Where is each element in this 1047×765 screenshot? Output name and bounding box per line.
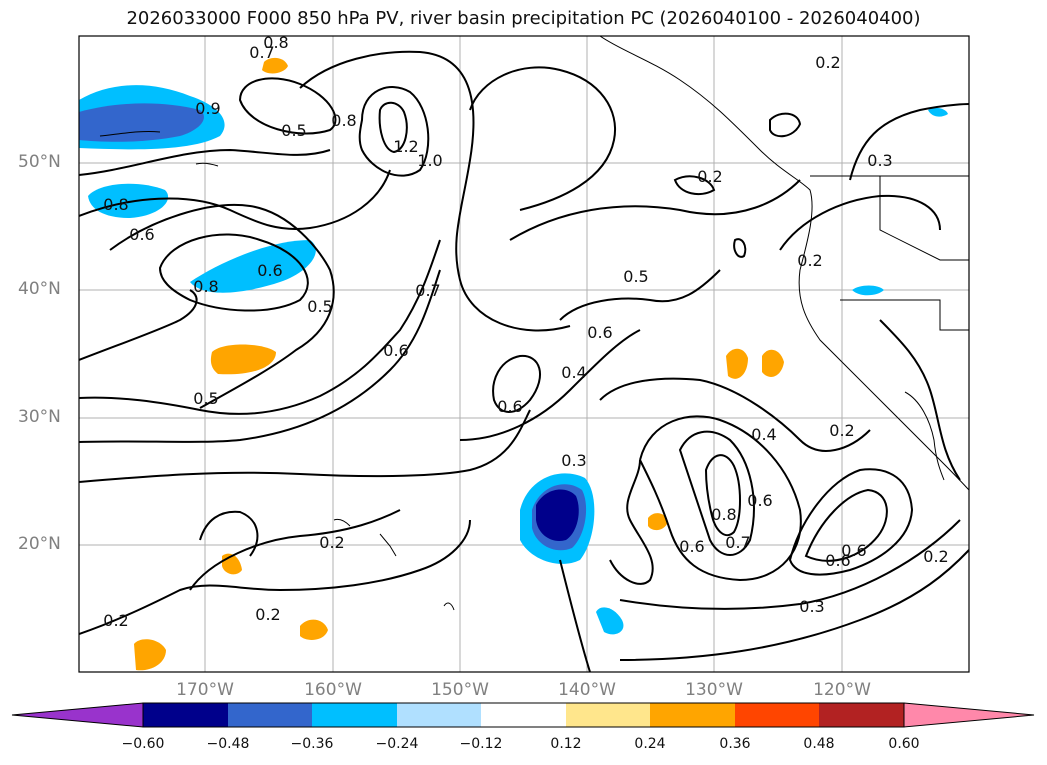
contour-label: 0.5: [307, 297, 332, 316]
contour-label: 0.4: [561, 363, 586, 382]
contour-label: 0.8: [263, 33, 288, 52]
contour-label: 0.2: [797, 251, 822, 270]
colorbar-segment: [397, 703, 481, 727]
colorbar-segment: [650, 703, 735, 727]
contour-label: 0.7: [415, 281, 440, 300]
contour-label: 0.8: [103, 195, 128, 214]
colorbar-tick: −0.48: [206, 736, 250, 752]
contour-label: 0.6: [383, 341, 408, 360]
lat-label-30n: 30°N: [18, 407, 61, 427]
contour-label: 0.8: [711, 505, 736, 524]
colorbar-segment: [143, 703, 228, 727]
coastlines: [99, 36, 969, 611]
colorbar-segment: [228, 703, 312, 727]
colorbar-segment: [481, 703, 566, 727]
lon-label-150w: 150°W: [431, 680, 489, 700]
colorbar-tick: −0.12: [459, 736, 503, 752]
negative-shading: [79, 85, 948, 635]
contour-label: 0.6: [747, 491, 772, 510]
lon-label-170w: 170°W: [176, 680, 234, 700]
contour-label: 0.6: [129, 225, 154, 244]
map-plot: 0.8 0.7 0.9 0.5 0.8 1.2 1.0 0.2 0.3 0.8 …: [78, 33, 970, 673]
contour-label: 0.2: [319, 533, 344, 552]
contour-label: 0.2: [815, 53, 840, 72]
positive-shading: [134, 57, 784, 671]
colorbar-outline: [142, 702, 905, 728]
contour-label: 0.9: [195, 99, 220, 118]
colorbar-segment: [819, 703, 904, 727]
lat-label-20n: 20°N: [18, 534, 61, 554]
map-frame: [78, 35, 970, 673]
pv-contours: [79, 50, 969, 672]
colorbar-tick: 0.60: [888, 736, 920, 752]
lat-label-40n: 40°N: [18, 279, 61, 299]
contour-label: 0.3: [799, 597, 824, 616]
colorbar-tick: 0.24: [634, 736, 666, 752]
contour-label: 0.8: [331, 111, 356, 130]
colorbar-tick: 0.36: [719, 736, 751, 752]
contour-label: 0.6: [497, 397, 522, 416]
contour-label: 0.4: [751, 425, 776, 444]
contour-label: 0.2: [697, 167, 722, 186]
contour-label: 0.3: [561, 451, 586, 470]
contour-label: 0.2: [103, 611, 128, 630]
map-title: 2026033000 F000 850 hPa PV, river basin …: [126, 8, 921, 29]
contour-label: 0.2: [255, 605, 280, 624]
lon-label-140w: 140°W: [558, 680, 616, 700]
contour-label: 1.2: [393, 137, 418, 156]
colorbar: [11, 702, 1035, 728]
colorbar-segment: [903, 702, 1035, 728]
contour-label: 0.5: [193, 389, 218, 408]
colorbar-tick: 0.12: [550, 736, 582, 752]
colorbar-tick: 0.48: [803, 736, 835, 752]
colorbar-segment: [566, 703, 650, 727]
contour-label: 0.5: [281, 121, 306, 140]
contour-label: 0.2: [829, 421, 854, 440]
contour-label: 0.6: [841, 541, 866, 560]
colorbar-segment: [312, 703, 397, 727]
colorbar-tick: −0.24: [375, 736, 419, 752]
contour-label: 0.2: [923, 547, 948, 566]
contour-label: 0.8: [193, 277, 218, 296]
colorbar-segment: [11, 702, 144, 728]
colorbar-tick: −0.60: [121, 736, 165, 752]
contour-label: 1.0: [417, 151, 442, 170]
lon-label-160w: 160°W: [304, 680, 362, 700]
colorbar-segment: [735, 703, 819, 727]
contour-label: 0.5: [623, 267, 648, 286]
contour-label: 0.6: [679, 537, 704, 556]
contour-label: 0.7: [725, 533, 750, 552]
lat-label-50n: 50°N: [18, 152, 61, 172]
colorbar-tick: −0.36: [290, 736, 334, 752]
contour-label: 0.6: [825, 551, 850, 570]
contour-label: 0.6: [587, 323, 612, 342]
contour-label: 0.6: [257, 261, 282, 280]
lon-label-120w: 120°W: [813, 680, 871, 700]
contour-label: 0.3: [867, 151, 892, 170]
lon-label-130w: 130°W: [685, 680, 743, 700]
contour-label: 0.7: [249, 43, 274, 62]
gridlines: [79, 36, 969, 672]
